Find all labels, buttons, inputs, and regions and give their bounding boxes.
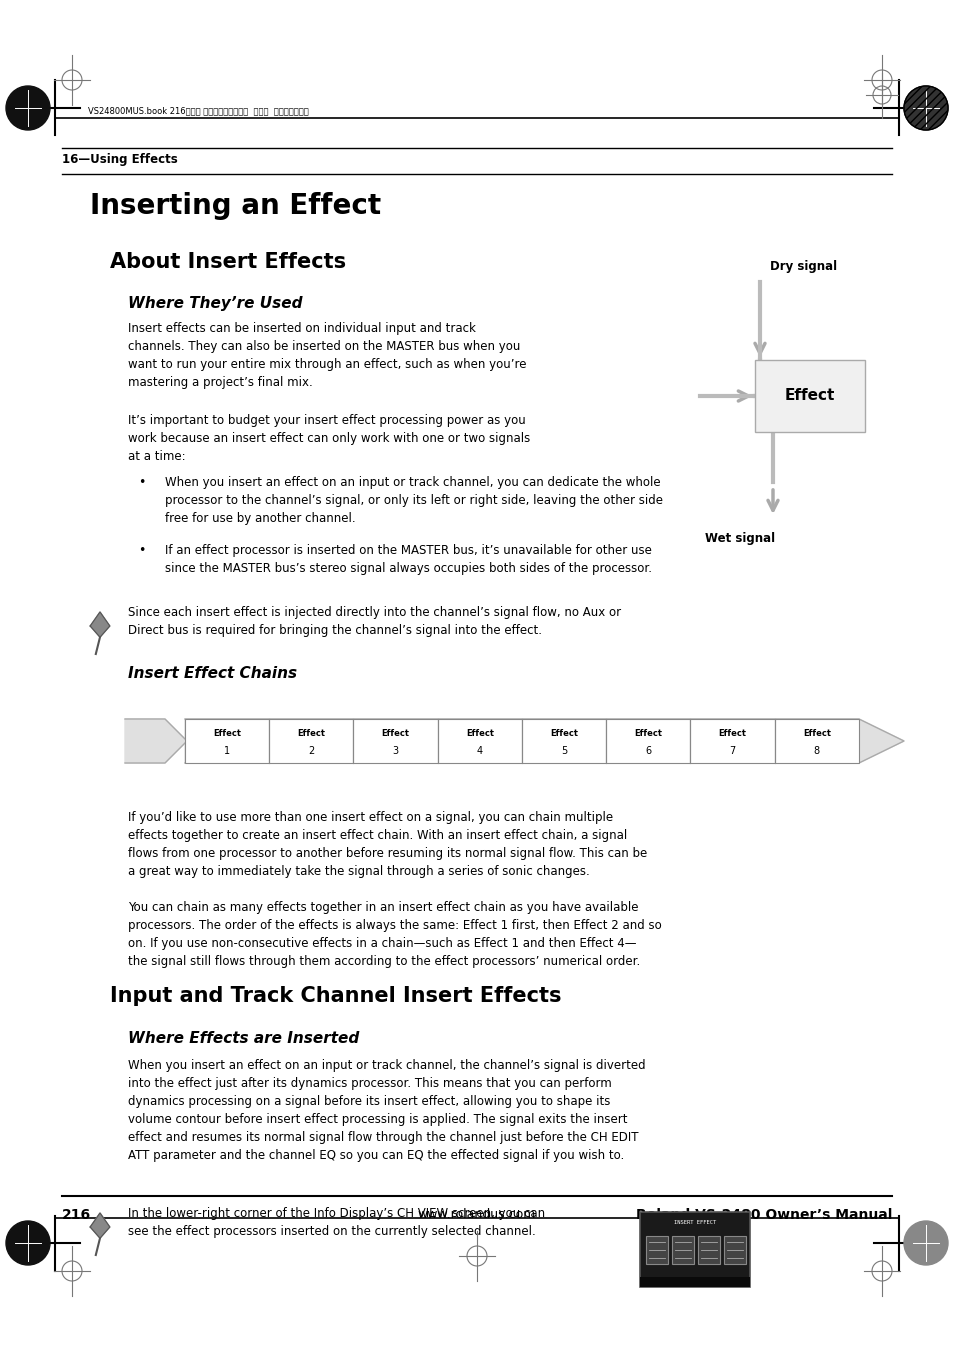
- Text: Dry signal: Dry signal: [769, 259, 836, 273]
- Text: INSERT EFFECT: INSERT EFFECT: [673, 1220, 716, 1225]
- Bar: [354, 719, 437, 763]
- Text: If an effect processor is inserted on the MASTER bus, it’s unavailable for other: If an effect processor is inserted on th…: [165, 544, 651, 576]
- Text: Effect: Effect: [634, 728, 661, 738]
- Polygon shape: [91, 612, 110, 638]
- Bar: [698, 1236, 720, 1265]
- Text: 4: 4: [476, 746, 482, 755]
- Text: Input and Track Channel Insert Effects: Input and Track Channel Insert Effects: [110, 986, 561, 1006]
- Polygon shape: [185, 719, 903, 763]
- Bar: [774, 719, 858, 763]
- Circle shape: [903, 86, 947, 130]
- Text: Effect: Effect: [550, 728, 578, 738]
- Text: 6: 6: [644, 746, 651, 755]
- Text: 16—Using Effects: 16—Using Effects: [62, 153, 177, 166]
- Bar: [639, 1277, 749, 1288]
- Bar: [605, 719, 690, 763]
- Text: Where They’re Used: Where They’re Used: [128, 296, 302, 311]
- Polygon shape: [91, 1213, 110, 1239]
- Text: Insert Effect Chains: Insert Effect Chains: [128, 666, 296, 681]
- Text: 1: 1: [224, 746, 230, 755]
- Bar: [690, 719, 774, 763]
- Text: Effect: Effect: [213, 728, 241, 738]
- Text: Wet signal: Wet signal: [704, 532, 774, 544]
- Text: www.rolandus.com: www.rolandus.com: [417, 1208, 536, 1221]
- Text: 7: 7: [729, 746, 735, 755]
- Text: About Insert Effects: About Insert Effects: [110, 253, 346, 272]
- Text: 5: 5: [560, 746, 567, 755]
- Text: •: •: [138, 476, 145, 489]
- Text: Where Effects are Inserted: Where Effects are Inserted: [128, 1031, 359, 1046]
- Text: 8: 8: [813, 746, 819, 755]
- Polygon shape: [125, 719, 187, 763]
- Text: 216: 216: [62, 1208, 91, 1223]
- Circle shape: [6, 86, 50, 130]
- Bar: [723, 1236, 745, 1265]
- Text: Effect: Effect: [802, 728, 830, 738]
- Text: Effect: Effect: [784, 389, 834, 404]
- Bar: [754, 359, 864, 432]
- Text: When you insert an effect on an input or track channel, the channel’s signal is : When you insert an effect on an input or…: [128, 1059, 645, 1162]
- Text: VS24800MUS.book 216ページ ２００６年２月７日  火曜日  午後４時１６分: VS24800MUS.book 216ページ ２００６年２月７日 火曜日 午後４…: [88, 105, 309, 115]
- Bar: [437, 719, 521, 763]
- Bar: [645, 1236, 667, 1265]
- Text: Effect: Effect: [381, 728, 409, 738]
- Text: Inserting an Effect: Inserting an Effect: [90, 192, 381, 220]
- Text: •: •: [138, 544, 145, 557]
- Text: 3: 3: [392, 746, 398, 755]
- Text: You can chain as many effects together in an insert effect chain as you have ava: You can chain as many effects together i…: [128, 901, 661, 969]
- Text: If you’d like to use more than one insert effect on a signal, you can chain mult: If you’d like to use more than one inser…: [128, 811, 646, 878]
- Bar: [671, 1236, 693, 1265]
- Text: 2: 2: [308, 746, 314, 755]
- Text: When you insert an effect on an input or track channel, you can dedicate the who: When you insert an effect on an input or…: [165, 476, 662, 526]
- Text: Since each insert effect is injected directly into the channel’s signal flow, no: Since each insert effect is injected dir…: [128, 607, 620, 638]
- Bar: [185, 719, 269, 763]
- Circle shape: [6, 1221, 50, 1265]
- Bar: [521, 719, 605, 763]
- Text: Effect: Effect: [297, 728, 325, 738]
- Text: Insert effects can be inserted on individual input and track
channels. They can : Insert effects can be inserted on indivi…: [128, 322, 526, 389]
- Text: It’s important to budget your insert effect processing power as you
work because: It’s important to budget your insert eff…: [128, 413, 530, 463]
- Bar: [639, 1212, 749, 1288]
- Text: In the lower-right corner of the Info Display’s CH VIEW screen, you can
see the : In the lower-right corner of the Info Di…: [128, 1206, 544, 1238]
- Text: Effect: Effect: [718, 728, 746, 738]
- Text: Roland VS-2480 Owner’s Manual: Roland VS-2480 Owner’s Manual: [635, 1208, 891, 1223]
- Bar: [269, 719, 354, 763]
- Text: Effect: Effect: [465, 728, 494, 738]
- Circle shape: [903, 1221, 947, 1265]
